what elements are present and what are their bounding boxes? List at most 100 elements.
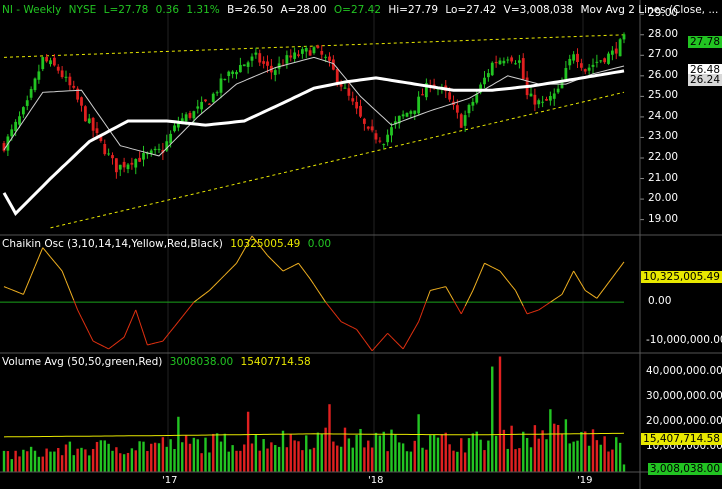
volume-bar bbox=[91, 448, 95, 472]
volume-bar bbox=[332, 441, 335, 472]
volume-bar bbox=[568, 443, 571, 472]
candle-body bbox=[188, 112, 192, 118]
volume-bar bbox=[68, 441, 72, 472]
chaikin-segment bbox=[573, 270, 578, 278]
chaikin-segment bbox=[259, 245, 265, 251]
candle-body bbox=[111, 155, 114, 159]
volume-bar bbox=[359, 428, 362, 472]
chaikin-segment bbox=[615, 266, 621, 273]
candle-body bbox=[215, 92, 219, 94]
chaikin-segment bbox=[406, 335, 412, 343]
volume-bar bbox=[130, 448, 134, 472]
chaikin-segment bbox=[317, 290, 323, 297]
candle-body bbox=[401, 114, 405, 117]
volume-tick-label: 40,000,000.00 bbox=[646, 364, 722, 377]
candle-body bbox=[180, 118, 184, 122]
volume-bar bbox=[150, 443, 153, 472]
chaikin-segment bbox=[460, 305, 466, 315]
candle-body bbox=[421, 94, 424, 96]
chaikin-segment bbox=[57, 266, 63, 272]
chaikin-segment bbox=[185, 306, 191, 313]
volume-bar bbox=[165, 446, 168, 472]
chaikin-segment bbox=[301, 268, 307, 274]
volume-bar bbox=[161, 437, 165, 472]
chaikin-segment bbox=[286, 266, 291, 270]
chaikin-segment bbox=[425, 290, 431, 302]
candle-body bbox=[382, 144, 386, 146]
volume-bar bbox=[45, 448, 48, 472]
candle-body bbox=[60, 70, 64, 78]
volume-bar bbox=[2, 450, 6, 472]
candle-body bbox=[169, 133, 173, 144]
last-price-label: 27.78 bbox=[687, 36, 722, 48]
chaikin-segment bbox=[205, 290, 210, 294]
chaikin-segment bbox=[11, 289, 16, 292]
candle-body bbox=[529, 93, 533, 97]
chaikin-segment bbox=[232, 262, 237, 268]
volume-bar bbox=[64, 444, 68, 472]
volume-bar bbox=[370, 447, 374, 472]
volume-bar bbox=[196, 439, 199, 472]
volume-bar bbox=[491, 366, 494, 472]
volume-tick-label: 20,000,000.00 bbox=[646, 414, 722, 427]
candle-body bbox=[552, 93, 556, 99]
price-tick-label: 23.00 bbox=[648, 130, 679, 143]
chaikin-segment bbox=[391, 336, 396, 342]
candle-body bbox=[502, 60, 506, 64]
chaikin-segment bbox=[255, 240, 261, 247]
chaikin-segment bbox=[344, 323, 350, 326]
candle-body bbox=[29, 89, 33, 98]
candle-body bbox=[463, 115, 467, 126]
volume-bar bbox=[560, 433, 564, 472]
volume-bar bbox=[181, 442, 184, 472]
chaikin-segment bbox=[309, 278, 315, 285]
candle-body bbox=[359, 105, 362, 117]
chaikin-header: Chaikin Osc (3,10,14,14,Yellow,Red,Black… bbox=[2, 238, 335, 250]
candle-body bbox=[246, 62, 250, 67]
price-tick-label: 19.00 bbox=[648, 212, 679, 225]
volume-bar bbox=[556, 424, 560, 472]
volume-bar bbox=[297, 441, 300, 472]
chaikin-segment bbox=[499, 270, 505, 277]
candle-body bbox=[483, 77, 486, 85]
candle-body bbox=[176, 121, 180, 128]
chaikin-segment bbox=[445, 286, 451, 294]
volume-bar bbox=[212, 433, 215, 472]
chaikin-segment bbox=[565, 278, 571, 287]
chaikin-segment bbox=[162, 335, 168, 342]
volume-bar bbox=[553, 423, 556, 472]
volume-bar bbox=[122, 454, 126, 472]
chaikin-segment bbox=[534, 309, 539, 312]
volume-bar bbox=[529, 447, 533, 472]
volume-header: Volume Avg (50,50,green,Red) 3008038.00 … bbox=[2, 356, 315, 368]
volume-bar bbox=[471, 433, 475, 472]
volume-bar bbox=[382, 431, 385, 472]
chaikin-tick-label: 0.00 bbox=[648, 295, 672, 308]
candle-body bbox=[76, 88, 80, 100]
chaikin-segment bbox=[220, 274, 226, 280]
candle-body bbox=[277, 63, 281, 69]
candle-body bbox=[618, 39, 622, 57]
chaikin-segment bbox=[123, 327, 129, 338]
candle-body bbox=[374, 133, 378, 140]
chaikin-segment bbox=[274, 262, 280, 268]
volume-bar bbox=[60, 455, 64, 472]
candle-body bbox=[95, 128, 99, 133]
candle-body bbox=[320, 50, 324, 55]
volume-tick-label: 30,000,000.00 bbox=[646, 389, 722, 402]
volume-bar bbox=[494, 435, 498, 472]
chaikin-segment bbox=[127, 318, 133, 329]
volume-bar bbox=[336, 445, 339, 472]
candle-body bbox=[576, 53, 579, 63]
volume-bar bbox=[18, 456, 21, 472]
volume-bar bbox=[607, 451, 610, 472]
candle-body bbox=[41, 57, 45, 70]
candle-body bbox=[304, 47, 308, 52]
chaikin-segment bbox=[584, 290, 590, 294]
volume-bar bbox=[487, 440, 490, 472]
chaikin-segment bbox=[88, 333, 94, 342]
volume-bar bbox=[184, 435, 188, 472]
ma-fast-line bbox=[3, 56, 625, 157]
chaikin-segment bbox=[430, 289, 435, 291]
chaikin-segment bbox=[422, 300, 427, 312]
